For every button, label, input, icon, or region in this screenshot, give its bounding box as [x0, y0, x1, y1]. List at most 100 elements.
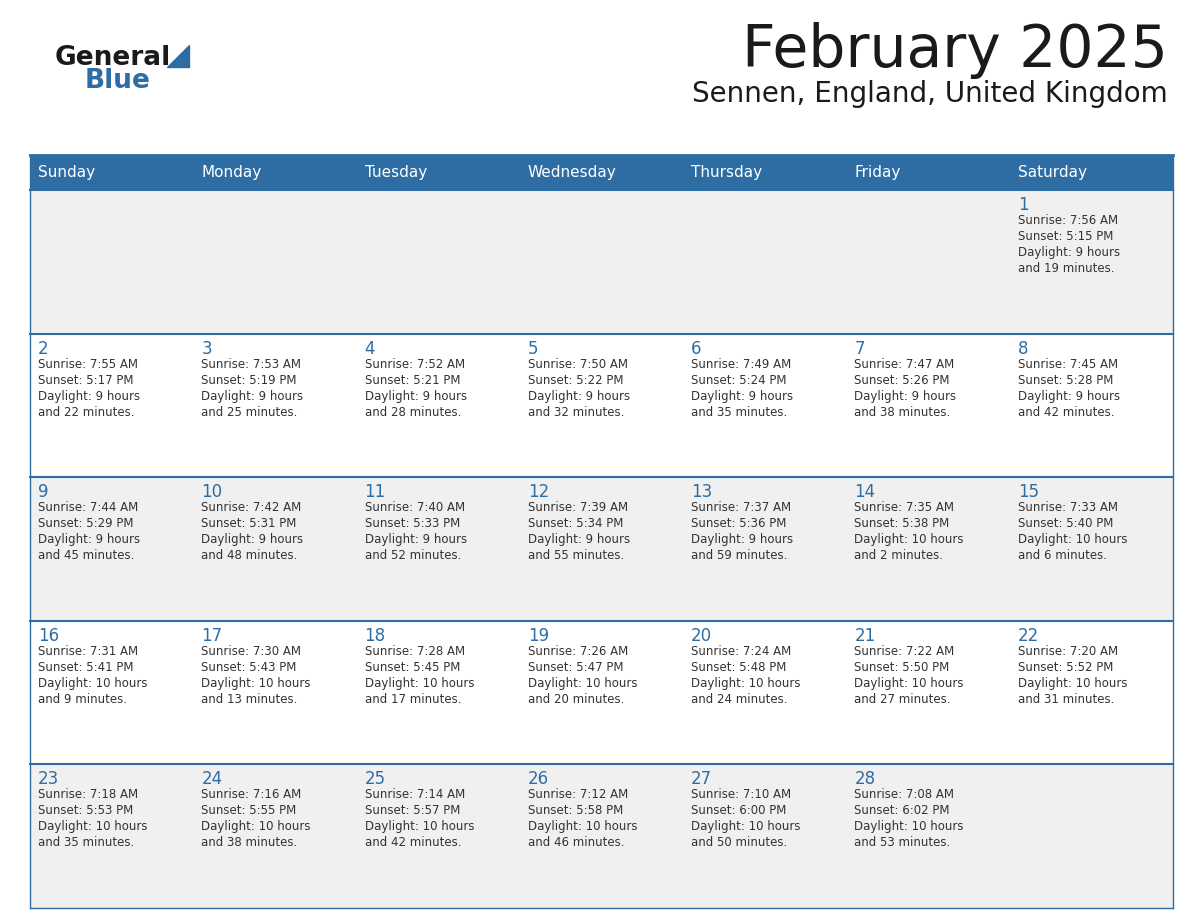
Text: Daylight: 9 hours: Daylight: 9 hours [527, 533, 630, 546]
Text: Sunset: 5:45 PM: Sunset: 5:45 PM [365, 661, 460, 674]
Text: Sunset: 5:38 PM: Sunset: 5:38 PM [854, 517, 949, 531]
Text: 22: 22 [1018, 627, 1040, 644]
Text: Sunrise: 7:56 AM: Sunrise: 7:56 AM [1018, 214, 1118, 227]
Bar [30, 621, 1173, 765]
Text: Sunrise: 7:45 AM: Sunrise: 7:45 AM [1018, 358, 1118, 371]
Text: Sunset: 5:28 PM: Sunset: 5:28 PM [1018, 374, 1113, 386]
Text: Sunrise: 7:49 AM: Sunrise: 7:49 AM [691, 358, 791, 371]
Text: Sunrise: 7:24 AM: Sunrise: 7:24 AM [691, 644, 791, 658]
Text: Sunset: 6:02 PM: Sunset: 6:02 PM [854, 804, 950, 817]
Text: Sennen, England, United Kingdom: Sennen, England, United Kingdom [693, 80, 1168, 108]
Bar [30, 477, 1173, 621]
Text: Sunrise: 7:53 AM: Sunrise: 7:53 AM [201, 358, 302, 371]
Text: and 17 minutes.: and 17 minutes. [365, 693, 461, 706]
Bar [1010, 155, 1173, 190]
Text: 3: 3 [201, 340, 211, 358]
Text: Sunset: 5:17 PM: Sunset: 5:17 PM [38, 374, 133, 386]
Text: and 42 minutes.: and 42 minutes. [1018, 406, 1114, 419]
Bar [683, 155, 846, 190]
Text: 16: 16 [38, 627, 59, 644]
Text: February 2025: February 2025 [742, 22, 1168, 79]
Text: and 50 minutes.: and 50 minutes. [691, 836, 788, 849]
Text: Blue: Blue [86, 68, 151, 94]
Text: Sunrise: 7:08 AM: Sunrise: 7:08 AM [854, 789, 954, 801]
Text: and 19 minutes.: and 19 minutes. [1018, 262, 1114, 275]
Text: 12: 12 [527, 483, 549, 501]
Text: and 42 minutes.: and 42 minutes. [365, 836, 461, 849]
Text: and 38 minutes.: and 38 minutes. [854, 406, 950, 419]
Bar [30, 155, 194, 190]
Text: Daylight: 9 hours: Daylight: 9 hours [691, 533, 794, 546]
Text: Sunset: 5:53 PM: Sunset: 5:53 PM [38, 804, 133, 817]
Text: and 31 minutes.: and 31 minutes. [1018, 693, 1114, 706]
Text: and 45 minutes.: and 45 minutes. [38, 549, 134, 562]
Text: Daylight: 9 hours: Daylight: 9 hours [365, 533, 467, 546]
Text: Sunset: 5:52 PM: Sunset: 5:52 PM [1018, 661, 1113, 674]
Bar [846, 155, 1010, 190]
Text: Sunset: 5:47 PM: Sunset: 5:47 PM [527, 661, 624, 674]
Text: 24: 24 [201, 770, 222, 789]
Text: Sunset: 5:21 PM: Sunset: 5:21 PM [365, 374, 460, 386]
Text: Sunset: 5:41 PM: Sunset: 5:41 PM [38, 661, 133, 674]
Text: Thursday: Thursday [691, 165, 763, 180]
Text: Sunrise: 7:16 AM: Sunrise: 7:16 AM [201, 789, 302, 801]
Text: General: General [55, 45, 171, 71]
Text: Sunrise: 7:39 AM: Sunrise: 7:39 AM [527, 501, 628, 514]
Text: Sunset: 5:48 PM: Sunset: 5:48 PM [691, 661, 786, 674]
Text: Daylight: 10 hours: Daylight: 10 hours [201, 677, 311, 689]
Text: Sunrise: 7:20 AM: Sunrise: 7:20 AM [1018, 644, 1118, 658]
Text: Sunset: 5:22 PM: Sunset: 5:22 PM [527, 374, 624, 386]
Text: and 22 minutes.: and 22 minutes. [38, 406, 134, 419]
Text: Daylight: 10 hours: Daylight: 10 hours [854, 533, 963, 546]
Text: Daylight: 9 hours: Daylight: 9 hours [38, 533, 140, 546]
Text: Sunrise: 7:52 AM: Sunrise: 7:52 AM [365, 358, 465, 371]
Text: and 35 minutes.: and 35 minutes. [38, 836, 134, 849]
Text: Sunset: 5:58 PM: Sunset: 5:58 PM [527, 804, 624, 817]
Text: Daylight: 9 hours: Daylight: 9 hours [201, 533, 303, 546]
Text: and 28 minutes.: and 28 minutes. [365, 406, 461, 419]
Text: Sunset: 5:34 PM: Sunset: 5:34 PM [527, 517, 624, 531]
Text: Sunset: 5:15 PM: Sunset: 5:15 PM [1018, 230, 1113, 243]
Text: 4: 4 [365, 340, 375, 358]
Text: Daylight: 10 hours: Daylight: 10 hours [201, 821, 311, 834]
Text: Sunset: 5:19 PM: Sunset: 5:19 PM [201, 374, 297, 386]
Bar [30, 765, 1173, 908]
Text: Sunset: 5:31 PM: Sunset: 5:31 PM [201, 517, 297, 531]
Text: 1: 1 [1018, 196, 1029, 214]
Text: Sunrise: 7:35 AM: Sunrise: 7:35 AM [854, 501, 954, 514]
Text: 25: 25 [365, 770, 386, 789]
Text: 19: 19 [527, 627, 549, 644]
Text: Saturday: Saturday [1018, 165, 1087, 180]
Text: Daylight: 10 hours: Daylight: 10 hours [365, 821, 474, 834]
Text: Wednesday: Wednesday [527, 165, 617, 180]
Text: and 24 minutes.: and 24 minutes. [691, 693, 788, 706]
Text: and 27 minutes.: and 27 minutes. [854, 693, 950, 706]
Text: Friday: Friday [854, 165, 901, 180]
Text: Sunrise: 7:44 AM: Sunrise: 7:44 AM [38, 501, 138, 514]
Text: and 20 minutes.: and 20 minutes. [527, 693, 624, 706]
Text: and 53 minutes.: and 53 minutes. [854, 836, 950, 849]
Text: Daylight: 10 hours: Daylight: 10 hours [1018, 677, 1127, 689]
Text: Sunset: 5:50 PM: Sunset: 5:50 PM [854, 661, 949, 674]
Text: and 2 minutes.: and 2 minutes. [854, 549, 943, 562]
Text: 2: 2 [38, 340, 49, 358]
Text: Sunrise: 7:33 AM: Sunrise: 7:33 AM [1018, 501, 1118, 514]
Text: Daylight: 10 hours: Daylight: 10 hours [691, 677, 801, 689]
Text: Sunrise: 7:10 AM: Sunrise: 7:10 AM [691, 789, 791, 801]
Text: and 38 minutes.: and 38 minutes. [201, 836, 297, 849]
Text: 23: 23 [38, 770, 59, 789]
Text: Daylight: 9 hours: Daylight: 9 hours [1018, 246, 1120, 259]
Text: 26: 26 [527, 770, 549, 789]
Text: Sunset: 5:57 PM: Sunset: 5:57 PM [365, 804, 460, 817]
Text: 10: 10 [201, 483, 222, 501]
Text: Sunset: 5:24 PM: Sunset: 5:24 PM [691, 374, 786, 386]
Text: Tuesday: Tuesday [365, 165, 426, 180]
Text: Daylight: 9 hours: Daylight: 9 hours [365, 389, 467, 403]
Text: Sunday: Sunday [38, 165, 95, 180]
Text: and 13 minutes.: and 13 minutes. [201, 693, 298, 706]
Text: and 35 minutes.: and 35 minutes. [691, 406, 788, 419]
Bar [30, 333, 1173, 477]
Text: 5: 5 [527, 340, 538, 358]
Text: and 55 minutes.: and 55 minutes. [527, 549, 624, 562]
Text: Sunrise: 7:42 AM: Sunrise: 7:42 AM [201, 501, 302, 514]
